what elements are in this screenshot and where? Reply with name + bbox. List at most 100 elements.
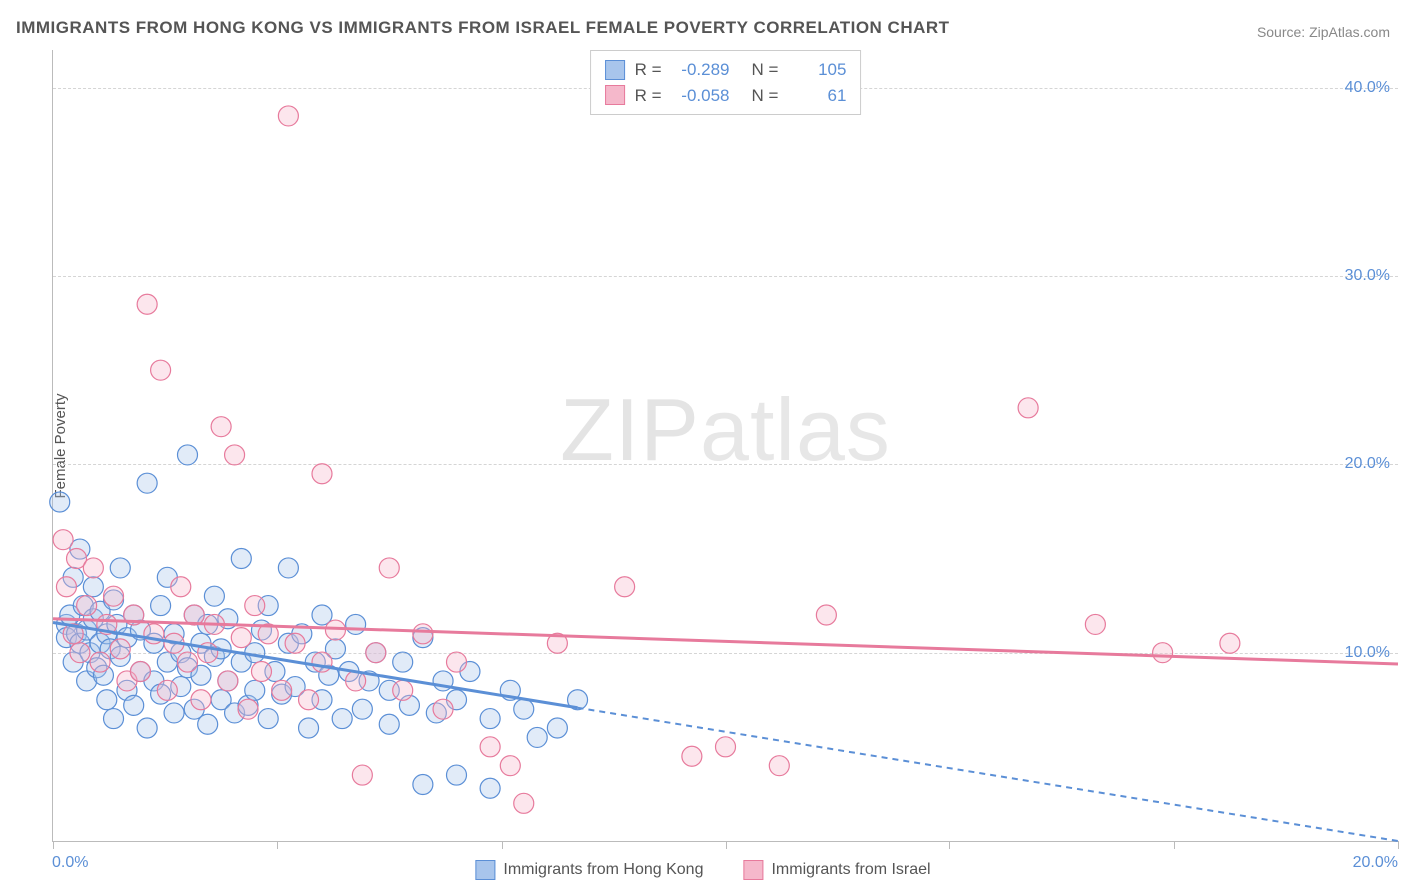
scatter-point xyxy=(110,639,130,659)
scatter-point xyxy=(104,709,124,729)
x-tick xyxy=(726,841,727,849)
scatter-point xyxy=(285,633,305,653)
legend-item-il: Immigrants from Israel xyxy=(743,860,930,880)
scatter-point xyxy=(171,577,191,597)
chart-plot-area: ZIPatlas R = -0.289 N = 105 R = -0.058 N… xyxy=(52,50,1398,842)
scatter-point xyxy=(527,727,547,747)
scatter-point xyxy=(104,586,124,606)
y-tick-label: 30.0% xyxy=(1345,267,1390,285)
scatter-point xyxy=(130,662,150,682)
r-value-il: -0.058 xyxy=(672,83,730,109)
scatter-point xyxy=(77,596,97,616)
scatter-point xyxy=(110,558,130,578)
scatter-point xyxy=(1018,398,1038,418)
swatch-il xyxy=(743,860,763,880)
swatch-hk xyxy=(475,860,495,880)
scatter-point xyxy=(433,699,453,719)
scatter-point xyxy=(204,586,224,606)
scatter-point xyxy=(251,662,271,682)
scatter-point xyxy=(352,699,372,719)
scatter-point xyxy=(1085,614,1105,634)
correlation-stats-box: R = -0.289 N = 105 R = -0.058 N = 61 xyxy=(590,50,862,115)
x-tick-label-max: 20.0% xyxy=(1353,854,1398,872)
legend-label-il: Immigrants from Israel xyxy=(771,861,930,879)
scatter-point xyxy=(299,690,319,710)
scatter-point xyxy=(514,793,534,813)
scatter-point xyxy=(225,445,245,465)
scatter-point xyxy=(90,652,110,672)
scatter-svg xyxy=(53,50,1398,841)
scatter-point xyxy=(514,699,534,719)
scatter-point xyxy=(447,765,467,785)
y-tick-label: 20.0% xyxy=(1345,455,1390,473)
stats-row-hk: R = -0.289 N = 105 xyxy=(605,57,847,83)
scatter-point xyxy=(83,558,103,578)
scatter-point xyxy=(393,680,413,700)
scatter-point xyxy=(816,605,836,625)
scatter-point xyxy=(211,417,231,437)
x-tick-label-min: 0.0% xyxy=(52,854,88,872)
n-value-il: 61 xyxy=(788,83,846,109)
x-tick xyxy=(502,841,503,849)
scatter-point xyxy=(238,699,258,719)
scatter-point xyxy=(480,709,500,729)
scatter-point xyxy=(151,360,171,380)
legend: Immigrants from Hong Kong Immigrants fro… xyxy=(475,860,930,880)
swatch-il xyxy=(605,85,625,105)
scatter-point xyxy=(1153,643,1173,663)
scatter-point xyxy=(332,709,352,729)
trend-line-dashed xyxy=(578,708,1398,841)
scatter-point xyxy=(151,596,171,616)
legend-label-hk: Immigrants from Hong Kong xyxy=(503,861,703,879)
scatter-point xyxy=(178,445,198,465)
scatter-point xyxy=(178,652,198,672)
scatter-point xyxy=(83,577,103,597)
chart-title: IMMIGRANTS FROM HONG KONG VS IMMIGRANTS … xyxy=(16,18,950,38)
scatter-point xyxy=(97,690,117,710)
scatter-point xyxy=(50,492,70,512)
scatter-point xyxy=(218,671,238,691)
scatter-point xyxy=(480,778,500,798)
source-link[interactable]: ZipAtlas.com xyxy=(1309,24,1390,40)
scatter-point xyxy=(164,703,184,723)
r-label: R = xyxy=(635,83,662,109)
r-value-hk: -0.289 xyxy=(672,57,730,83)
scatter-point xyxy=(53,530,73,550)
scatter-point xyxy=(379,558,399,578)
scatter-point xyxy=(500,756,520,776)
scatter-point xyxy=(231,628,251,648)
r-label: R = xyxy=(635,57,662,83)
y-tick-label: 10.0% xyxy=(1345,644,1390,662)
scatter-point xyxy=(393,652,413,672)
scatter-point xyxy=(137,718,157,738)
scatter-point xyxy=(56,577,76,597)
n-label: N = xyxy=(752,57,779,83)
scatter-point xyxy=(682,746,702,766)
scatter-point xyxy=(278,558,298,578)
scatter-point xyxy=(447,652,467,672)
scatter-point xyxy=(379,714,399,734)
scatter-point xyxy=(231,549,251,569)
scatter-point xyxy=(157,680,177,700)
scatter-point xyxy=(1220,633,1240,653)
x-tick xyxy=(53,841,54,849)
scatter-point xyxy=(124,695,144,715)
scatter-point xyxy=(137,294,157,314)
scatter-point xyxy=(191,690,211,710)
scatter-point xyxy=(346,614,366,634)
legend-item-hk: Immigrants from Hong Kong xyxy=(475,860,703,880)
stats-row-il: R = -0.058 N = 61 xyxy=(605,83,847,109)
n-value-hk: 105 xyxy=(788,57,846,83)
scatter-point xyxy=(547,718,567,738)
scatter-point xyxy=(198,714,218,734)
scatter-point xyxy=(716,737,736,757)
swatch-hk xyxy=(605,60,625,80)
x-tick xyxy=(1174,841,1175,849)
scatter-point xyxy=(272,680,292,700)
scatter-point xyxy=(366,643,386,663)
x-tick xyxy=(1398,841,1399,849)
scatter-point xyxy=(615,577,635,597)
y-tick-label: 40.0% xyxy=(1345,79,1390,97)
scatter-point xyxy=(70,643,90,663)
scatter-point xyxy=(769,756,789,776)
